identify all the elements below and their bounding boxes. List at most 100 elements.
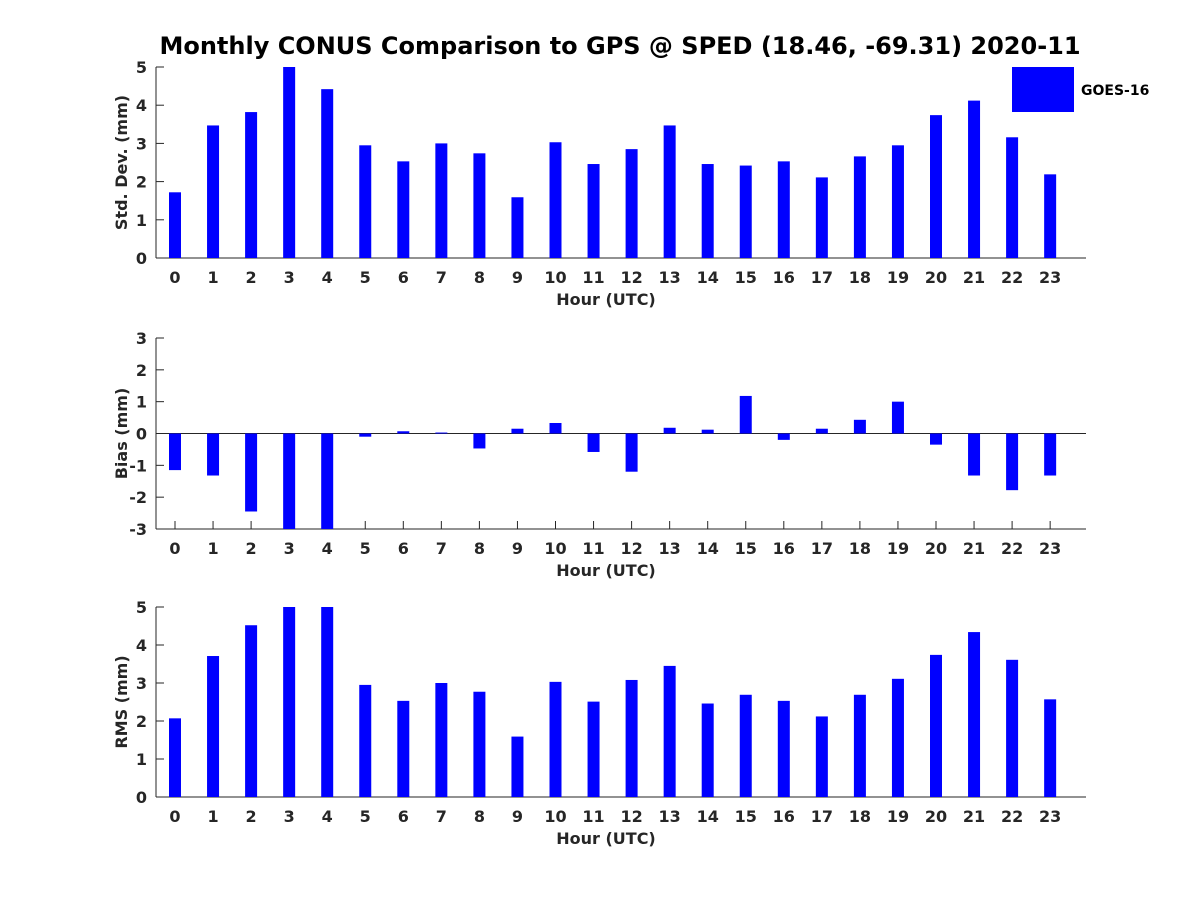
x-tick-label: 8 <box>474 268 485 287</box>
x-tick-label: 12 <box>620 807 642 826</box>
bar <box>1044 699 1057 797</box>
x-tick-label: 5 <box>360 539 371 558</box>
x-tick-label: 19 <box>887 539 909 558</box>
y-tick-label: 2 <box>136 361 147 380</box>
y-tick-label: 2 <box>136 712 147 731</box>
x-tick-label: 14 <box>697 268 719 287</box>
bar <box>891 401 904 434</box>
bar <box>891 678 904 797</box>
x-tick-label: 20 <box>925 268 947 287</box>
x-tick-label: 11 <box>582 539 604 558</box>
bar <box>663 665 676 797</box>
x-tick-label: 6 <box>398 539 409 558</box>
bar <box>853 694 866 797</box>
x-tick-label: 11 <box>582 268 604 287</box>
x-tick-label: 16 <box>773 539 795 558</box>
y-tick-label: 5 <box>136 58 147 77</box>
x-tick-label: 19 <box>887 268 909 287</box>
bar <box>625 433 638 472</box>
bar <box>968 433 981 476</box>
x-tick-label: 6 <box>398 807 409 826</box>
bar <box>968 100 981 258</box>
bar <box>549 142 562 258</box>
bar <box>815 716 828 797</box>
x-tick-label: 10 <box>544 268 566 287</box>
bar <box>1006 433 1019 491</box>
x-tick-label: 12 <box>620 539 642 558</box>
x-tick-label: 22 <box>1001 539 1023 558</box>
y-tick-label: 4 <box>136 636 147 655</box>
bar <box>739 395 752 434</box>
bar <box>663 125 676 258</box>
bar <box>701 164 714 258</box>
x-tick-label: 13 <box>659 539 681 558</box>
bar <box>321 607 334 797</box>
bar <box>511 197 524 258</box>
bar <box>359 433 372 437</box>
x-tick-label: 17 <box>811 539 833 558</box>
y-tick-label: 3 <box>136 134 147 153</box>
x-tick-label: 23 <box>1039 539 1061 558</box>
bar <box>435 432 448 434</box>
x-tick-label: 17 <box>811 268 833 287</box>
x-tick-label: 18 <box>849 539 871 558</box>
bar <box>283 67 296 258</box>
x-tick-label: 21 <box>963 539 985 558</box>
bar <box>625 679 638 797</box>
x-tick-label: 3 <box>284 268 295 287</box>
legend-label: GOES-16 <box>1081 83 1149 99</box>
y-tick-label: -1 <box>129 456 147 475</box>
x-tick-label: 0 <box>169 807 180 826</box>
x-tick-label: 1 <box>207 539 218 558</box>
bar <box>701 703 714 797</box>
bar <box>1044 433 1057 476</box>
bar <box>397 431 410 434</box>
y-tick-label: 0 <box>136 425 147 444</box>
x-tick-label: 7 <box>436 539 447 558</box>
x-tick-label: 15 <box>735 539 757 558</box>
bar <box>435 683 448 797</box>
x-tick-label: 18 <box>849 268 871 287</box>
bar <box>587 164 600 258</box>
bar <box>321 433 334 529</box>
x-tick-label: 0 <box>169 268 180 287</box>
x-tick-label: 22 <box>1001 268 1023 287</box>
bar <box>435 143 448 258</box>
bar <box>473 691 486 797</box>
x-tick-label: 4 <box>322 807 333 826</box>
y-tick-label: 3 <box>136 674 147 693</box>
bar <box>777 433 790 440</box>
x-tick-label: 1 <box>207 268 218 287</box>
x-tick-label: 15 <box>735 807 757 826</box>
x-tick-label: 6 <box>398 268 409 287</box>
bar <box>1006 137 1019 258</box>
bar <box>853 419 866 434</box>
x-tick-label: 20 <box>925 539 947 558</box>
bar <box>1006 659 1019 797</box>
bar <box>321 89 334 258</box>
chart-title: Monthly CONUS Comparison to GPS @ SPED (… <box>159 32 1080 60</box>
bar <box>207 433 220 476</box>
y-tick-label: 2 <box>136 173 147 192</box>
x-tick-label: 21 <box>963 268 985 287</box>
y-tick-label: 1 <box>136 393 147 412</box>
x-tick-label: 13 <box>659 807 681 826</box>
x-axis-label: Hour (UTC) <box>556 561 656 580</box>
bar <box>587 433 600 452</box>
bar <box>853 156 866 258</box>
x-tick-label: 5 <box>360 268 371 287</box>
x-tick-label: 7 <box>436 807 447 826</box>
x-tick-label: 11 <box>582 807 604 826</box>
x-tick-label: 5 <box>360 807 371 826</box>
bar <box>625 149 638 258</box>
bar <box>968 632 981 797</box>
bar <box>245 433 258 512</box>
y-tick-label: 1 <box>136 211 147 230</box>
x-tick-label: 10 <box>544 807 566 826</box>
bar <box>930 115 942 258</box>
legend-swatch <box>1012 67 1074 112</box>
y-tick-label: 1 <box>136 750 147 769</box>
y-tick-label: 4 <box>136 96 147 115</box>
